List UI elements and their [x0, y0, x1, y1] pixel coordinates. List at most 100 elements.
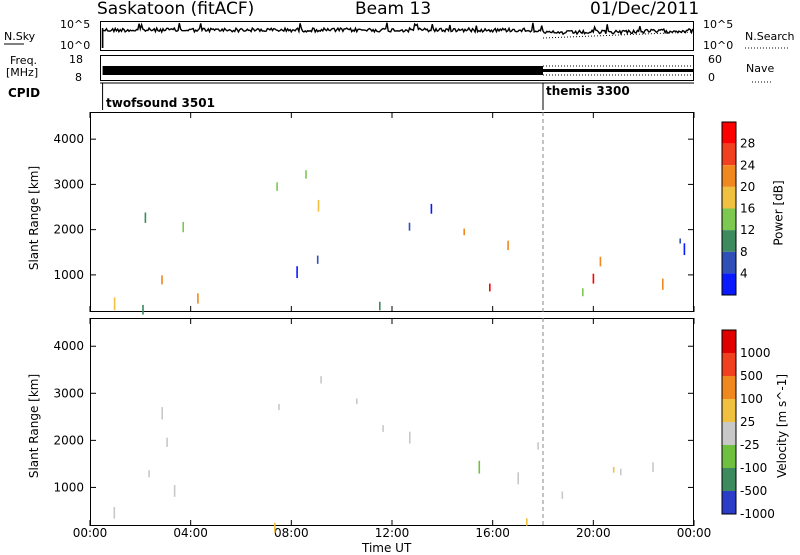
- y-tick-label: 3000: [53, 386, 84, 400]
- data-cell: [305, 170, 307, 179]
- colorbar-segment: [722, 491, 736, 514]
- data-cell: [408, 222, 411, 231]
- y-tick-label: 1000: [53, 480, 84, 494]
- colorbar-frame: [721, 329, 737, 515]
- colorbar-segment: [722, 422, 736, 445]
- x-tick-label: 16:00: [475, 526, 510, 540]
- noise-right-tick-top: 10^5: [703, 18, 734, 31]
- colorbar-segment: [722, 208, 736, 231]
- colorbar-segment: [722, 122, 736, 144]
- colorbar-segment: [722, 186, 736, 209]
- y-tick-label: 2000: [53, 433, 84, 447]
- colorbar-segment: [722, 273, 736, 295]
- data-cell: [430, 203, 433, 214]
- colorbar-frame: [721, 121, 737, 296]
- cpid-label: CPID: [8, 86, 41, 100]
- data-cell: [166, 437, 168, 447]
- noise-left-tick-bottom: 10^0: [60, 39, 91, 52]
- data-cell: [148, 470, 150, 478]
- x-tick-label: 20:00: [576, 526, 611, 540]
- colorbar-segment: [722, 165, 736, 187]
- colorbar-segment: [722, 376, 736, 399]
- x-tick-label: 12:00: [375, 526, 410, 540]
- colorbar-tick: 4: [740, 266, 748, 280]
- data-cell: [489, 283, 491, 292]
- cpid-program-1: twofsound 3501: [106, 96, 215, 110]
- freq-left-unit: [MHz]: [6, 66, 39, 79]
- data-cell: [161, 275, 163, 285]
- noise-sky-trace: [101, 22, 694, 49]
- colorbar-segment: [722, 445, 736, 468]
- colorbar-tick: 1000: [740, 346, 771, 360]
- noise-right-label: N.Search: [745, 30, 795, 43]
- colorbar-segment: [722, 230, 736, 252]
- x-tick-label: 00:00: [73, 526, 108, 540]
- data-cell: [278, 404, 280, 411]
- y-tick-label: 2000: [53, 223, 84, 237]
- colorbar-segment: [722, 399, 736, 422]
- colorbar-tick: 24: [740, 158, 755, 172]
- data-cell: [113, 507, 116, 519]
- colorbar-tick: 100: [740, 392, 763, 406]
- freq-left-tick-bottom: 8: [75, 71, 82, 84]
- colorbar-segment: [722, 330, 736, 353]
- noise-search-trace: [542, 31, 695, 39]
- freq-right-tick-top: 60: [708, 53, 722, 66]
- x-tick-label: 08:00: [274, 526, 309, 540]
- freq-right-label: Nave: [746, 62, 775, 75]
- station-title: Saskatoon (fitACF): [97, 0, 255, 19]
- data-cell: [662, 278, 664, 290]
- data-cell: [382, 425, 384, 432]
- data-cell: [537, 442, 539, 450]
- colorbar-tick: 500: [740, 369, 763, 383]
- data-cell: [507, 240, 509, 251]
- colorbar-tick: 12: [740, 223, 755, 237]
- colorbar-tick: 25: [740, 415, 755, 429]
- data-cell: [197, 293, 199, 304]
- data-cell: [142, 304, 144, 315]
- colorbar-tick: 16: [740, 202, 755, 216]
- noise-right-tick-bottom: 10^0: [703, 39, 734, 52]
- cpid-program-2: themis 3300: [546, 84, 630, 98]
- data-cell: [320, 376, 322, 384]
- data-cell: [463, 228, 465, 236]
- data-cell: [276, 182, 278, 191]
- noise-panel: [100, 21, 694, 51]
- date-title: 01/Dec/2011: [590, 0, 700, 19]
- beam-title: Beam 13: [355, 0, 432, 19]
- data-cell: [296, 266, 298, 279]
- x-tick-label: 04:00: [173, 526, 208, 540]
- data-cell: [173, 485, 176, 497]
- colorbar-tick: 20: [740, 180, 755, 194]
- data-cell: [409, 431, 411, 444]
- data-cell: [144, 212, 147, 223]
- data-cell: [113, 297, 116, 311]
- data-cell: [517, 472, 519, 485]
- data-cell: [316, 255, 319, 264]
- freq-band-twofsound: [102, 66, 543, 75]
- x-axis-label: Time UT: [362, 541, 412, 555]
- data-cell: [582, 288, 584, 297]
- x-tick-label: 00:00: [677, 526, 712, 540]
- freq-left-tick-top: 18: [69, 53, 83, 66]
- data-cell: [356, 398, 358, 405]
- data-cell: [161, 407, 163, 420]
- data-cell: [526, 518, 528, 526]
- data-cell: [620, 468, 622, 476]
- data-cell: [317, 199, 320, 212]
- freq-left-label: Freq.: [10, 54, 38, 67]
- freq-right-tick-bottom: 0: [708, 71, 715, 84]
- y-tick-label: 1000: [53, 268, 84, 282]
- colorbar-tick: -25: [740, 438, 760, 452]
- data-cell: [478, 460, 481, 474]
- data-cell: [599, 256, 602, 267]
- y-tick-label: 3000: [53, 177, 84, 191]
- y-tick-label: 4000: [53, 339, 84, 353]
- colorbar-tick: -100: [740, 461, 767, 475]
- y-tick-label: 4000: [53, 132, 84, 146]
- colorbar-tick: -1000: [740, 507, 775, 521]
- freq-band-themis: [543, 69, 694, 72]
- data-cell: [592, 273, 595, 284]
- data-cell: [683, 243, 686, 256]
